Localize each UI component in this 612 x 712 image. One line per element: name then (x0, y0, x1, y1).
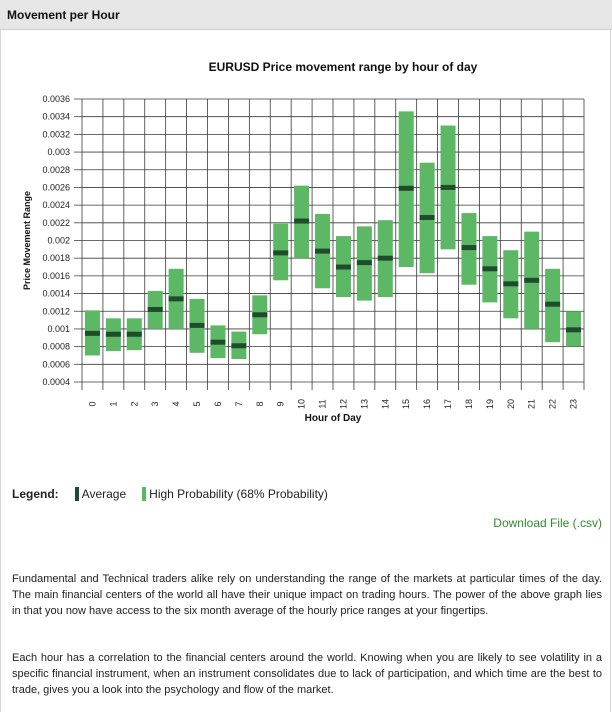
average-marker (231, 343, 247, 349)
average-marker (294, 218, 310, 224)
panel-header: Movement per Hour (0, 0, 612, 30)
x-axis-label: Hour of Day (305, 413, 362, 424)
average-marker (84, 330, 100, 336)
x-tick-label: 16 (422, 399, 432, 409)
panel-title: Movement per Hour (7, 8, 120, 22)
x-tick-label: 13 (359, 399, 369, 409)
x-tick-label: 19 (485, 399, 495, 409)
average-marker (210, 339, 226, 345)
x-tick-label: 3 (150, 401, 160, 406)
average-marker (440, 184, 456, 190)
panel-frame (0, 30, 611, 712)
average-marker (419, 215, 435, 221)
average-marker (524, 277, 540, 283)
y-tick-label: 0.0012 (42, 306, 70, 316)
x-tick-label: 20 (506, 399, 516, 409)
average-marker (315, 248, 331, 254)
y-tick-label: 0.0014 (42, 289, 70, 299)
x-tick-label: 23 (569, 399, 579, 409)
y-tick-label: 0.0036 (42, 94, 70, 104)
y-tick-label: 0.001 (47, 324, 70, 334)
y-tick-label: 0.003 (47, 147, 70, 157)
x-tick-label: 14 (380, 399, 390, 409)
y-tick-label: 0.0034 (42, 112, 70, 122)
x-tick-label: 21 (527, 399, 537, 409)
x-tick-label: 22 (548, 399, 558, 409)
average-marker (252, 312, 268, 318)
average-marker (482, 266, 498, 272)
x-tick-label: 17 (443, 399, 453, 409)
y-tick-label: 0.0028 (42, 165, 70, 175)
x-tick-label: 10 (297, 399, 307, 409)
x-tick-label: 9 (276, 401, 286, 406)
y-tick-label: 0.0008 (42, 342, 70, 352)
average-marker (461, 245, 477, 251)
legend: Legend: Average High Probability (68% Pr… (12, 487, 344, 501)
x-tick-label: 0 (87, 401, 97, 406)
legend-title: Legend: (12, 487, 59, 501)
average-marker (126, 331, 142, 337)
average-marker (503, 281, 519, 287)
average-marker (377, 255, 393, 261)
x-tick-label: 12 (338, 399, 348, 409)
average-marker (566, 327, 582, 333)
x-tick-label: 8 (255, 401, 265, 406)
average-marker (356, 260, 372, 266)
average-marker (105, 331, 121, 337)
average-marker (168, 296, 184, 302)
y-tick-label: 0.0022 (42, 218, 70, 228)
average-marker (273, 250, 289, 256)
legend-swatch-high-probability (142, 487, 147, 501)
average-marker (335, 264, 351, 270)
x-tick-label: 11 (318, 399, 328, 408)
description-paragraph-1: Fundamental and Technical traders alike … (12, 573, 602, 617)
chart-title: EURUSD Price movement range by hour of d… (209, 60, 478, 74)
x-tick-label: 2 (129, 401, 139, 406)
y-tick-label: 0.0004 (42, 377, 70, 387)
y-tick-label: 0.0018 (42, 253, 70, 263)
average-marker (189, 322, 205, 328)
legend-label-average: Average (81, 487, 127, 501)
price-range-chart: 0.0004 0.0006 0.0008 0.001 0.0012 0.0014 0.001… (22, 60, 585, 424)
x-tick-label: 4 (171, 401, 181, 406)
legend-item-high-probability: High Probability (68% Probability) (142, 487, 328, 501)
x-tick-label: 1 (108, 401, 118, 406)
x-tick-label: 7 (234, 401, 244, 406)
y-tick-label: 0.0016 (42, 271, 70, 281)
legend-item-average: Average (74, 487, 127, 501)
y-tick-label: 0.002 (47, 236, 70, 246)
description-paragraph-2: Each hour has a correlation to the finan… (12, 652, 602, 696)
y-axis-label: Price Movement Range (22, 191, 32, 290)
y-tick-label: 0.0024 (42, 200, 70, 210)
average-marker (147, 306, 163, 312)
x-tick-label: 18 (464, 399, 474, 409)
legend-label-high-probability: High Probability (68% Probability) (149, 487, 328, 501)
download-csv-link[interactable]: Download File (.csv) (493, 516, 602, 530)
x-tick-label: 6 (213, 401, 223, 406)
average-marker (545, 301, 561, 307)
y-tick-label: 0.0026 (42, 182, 70, 192)
average-marker (398, 185, 414, 191)
legend-swatch-average (74, 487, 79, 501)
y-tick-label: 0.0006 (42, 359, 70, 369)
y-tick-label: 0.0032 (42, 129, 70, 139)
x-tick-label: 5 (192, 401, 202, 406)
x-tick-label: 15 (401, 399, 411, 409)
